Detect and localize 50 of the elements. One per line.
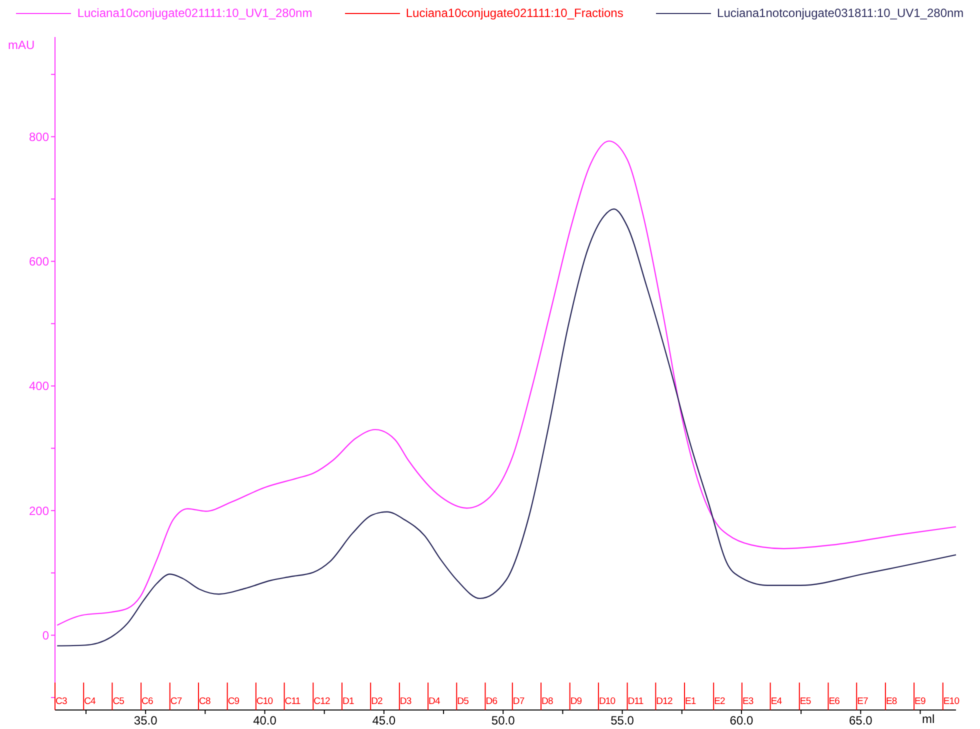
- y-tick-label: 0: [42, 628, 50, 642]
- data-label: D6: [486, 696, 498, 707]
- x-tick-label: 60.0: [730, 714, 754, 728]
- legend-label: Luciana10conjugate021111:10_Fractions: [406, 6, 624, 20]
- data-label: E7: [857, 696, 868, 707]
- data-label: E1: [685, 696, 696, 707]
- x-tick-label: 50.0: [491, 714, 516, 728]
- data-label: D10: [598, 696, 616, 707]
- data-label: D11: [628, 696, 644, 707]
- data-label: C3: [56, 696, 67, 707]
- data-label: D7: [512, 696, 524, 707]
- data-label: E6: [828, 696, 840, 707]
- data-label: E4: [770, 696, 782, 707]
- data-label: C11: [284, 696, 300, 707]
- data-label: E5: [800, 696, 811, 707]
- y-tick-label: 800: [28, 130, 50, 144]
- data-label: C5: [112, 696, 124, 707]
- data-label: C9: [228, 696, 240, 707]
- data-label: D2: [371, 696, 383, 707]
- data-label: C10: [256, 696, 273, 707]
- data-label: D12: [656, 696, 673, 707]
- x-tick-label: 55.0: [610, 714, 634, 728]
- x-tick-label: 65.0: [848, 714, 873, 728]
- y-tick-label: 600: [28, 254, 50, 269]
- line-series: [56, 208, 957, 646]
- data-label: E10: [943, 696, 960, 707]
- data-label: E9: [914, 696, 926, 707]
- data-label: C7: [170, 696, 182, 707]
- y-tick-label: 400: [28, 379, 50, 394]
- data-label: D1: [342, 696, 354, 707]
- x-tick-label: 45.0: [372, 714, 396, 728]
- x-tick-label: 40.0: [253, 714, 277, 728]
- data-label: D3: [400, 696, 412, 707]
- data-label: C4: [84, 696, 96, 707]
- data-label: C12: [314, 696, 330, 707]
- y-axis-title: mAU: [8, 38, 35, 52]
- data-label: C8: [198, 696, 210, 707]
- data-label: D9: [570, 696, 582, 707]
- data-label: E8: [886, 696, 897, 707]
- y-tick-label: 200: [28, 504, 50, 518]
- legend-label: Luciana1notconjugate031811:10_UV1_280nm: [717, 6, 964, 20]
- data-label: D4: [428, 696, 440, 707]
- data-label: D5: [457, 696, 469, 707]
- data-label: E2: [714, 696, 726, 707]
- data-label: E3: [742, 696, 754, 707]
- data-label: D8: [542, 696, 553, 707]
- x-tick-label: 35.0: [134, 714, 158, 728]
- x-axis-title: ml: [922, 712, 935, 726]
- legend-label: Luciana10conjugate021111:10_UV1_280nm: [77, 6, 312, 20]
- data-label: C6: [142, 696, 154, 707]
